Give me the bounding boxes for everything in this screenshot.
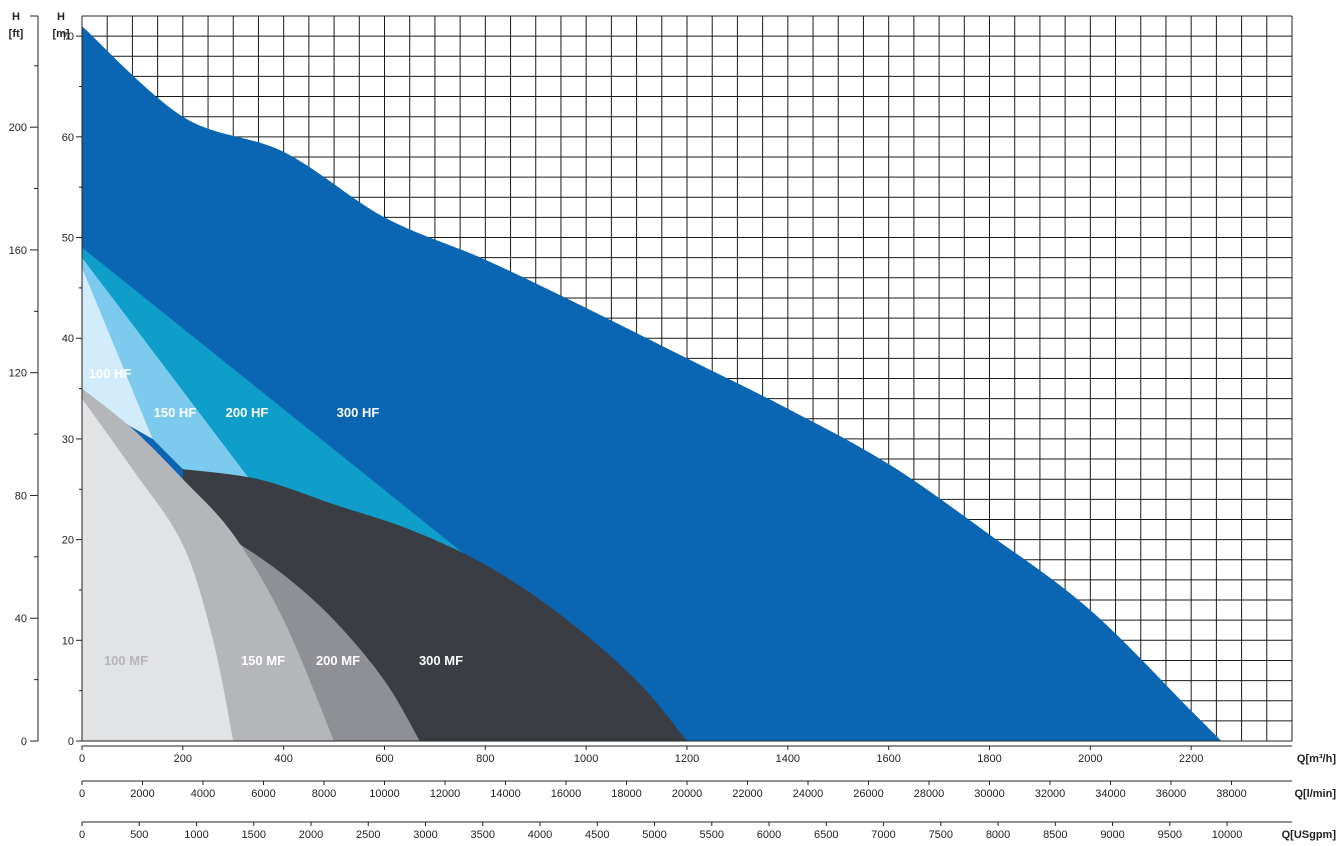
bottom-tick-label: 8000 [312,788,336,800]
bottom-axis-label: Q[m³/h] [1297,753,1336,765]
bottom-tick-label: 1500 [242,829,266,841]
m-tick-label: 30 [62,434,74,446]
m-axis-title: H [57,11,65,23]
bottom-tick-label: 16000 [551,788,582,800]
region-label: 150 MF [241,653,285,668]
performance-regions [82,26,1222,742]
bottom-tick-label: 1200 [675,753,699,765]
m-tick-label: 10 [62,635,74,647]
bottom-tick-label: 500 [130,829,148,841]
bottom-tick-label: 7500 [929,829,953,841]
bottom-tick-label: 1000 [184,829,208,841]
axes: H [ft] 0 40 80 120 160 200 H [m] 0 10 20 30 40 50 60 70 0 2… [9,11,1337,841]
ft-axis-title: H [12,11,20,23]
ft-axis-unit: [ft] [9,28,24,40]
bottom-tick-label: 8500 [1043,829,1067,841]
bottom-tick-label: 6000 [251,788,275,800]
bottom-tick-label: 5500 [700,829,724,841]
ft-tick-label: 160 [9,245,27,257]
bottom-tick-label: 3000 [413,829,437,841]
region-200-hf [82,247,466,555]
m-tick-label: 40 [62,333,74,345]
bottom-tick-label: 38000 [1216,788,1247,800]
bottom-tick-label: 1600 [876,753,900,765]
bottom-tick-label: 9000 [1100,829,1124,841]
region-100-hf [82,267,153,439]
ft-tick-label: 80 [15,490,27,502]
bottom-axis-label: Q[l/min] [1294,788,1336,800]
bottom-tick-label: 400 [274,753,292,765]
bottom-axis-label: Q[USgpm] [1282,829,1337,841]
bottom-tick-label: 14000 [490,788,521,800]
bottom-tick-label: 0 [79,829,85,841]
bottom-tick-label: 800 [476,753,494,765]
region-labels: 300 HF 200 HF 150 HF 100 HF 300 MF 200 MF 150 … [89,366,463,668]
bottom-tick-label: 32000 [1035,788,1066,800]
bottom-tick-label: 26000 [853,788,884,800]
ft-tick-label: 200 [9,122,27,134]
bottom-tick-label: 28000 [914,788,945,800]
ft-tick-label: 120 [9,368,27,380]
bottom-tick-label: 7000 [871,829,895,841]
bottom-tick-label: 4000 [528,829,552,841]
bottom-tick-label: 22000 [732,788,763,800]
m-tick-label: 70 [62,31,74,43]
bottom-tick-label: 5000 [642,829,666,841]
region-label: 200 MF [316,653,360,668]
m-axis-unit: [m] [52,28,69,40]
bottom-tick-label: 2000 [130,788,154,800]
bottom-tick-label: 2000 [1078,753,1102,765]
ft-tick-label: 40 [15,613,27,625]
bottom-tick-label: 12000 [430,788,461,800]
region-150-hf [82,257,254,485]
bottom-tick-label: 34000 [1095,788,1126,800]
bottom-tick-label: 2200 [1179,753,1203,765]
bottom-tick-label: 2500 [356,829,380,841]
bottom-tick-label: 6500 [814,829,838,841]
m-tick-label: 20 [62,535,74,547]
bottom-tick-label: 3500 [471,829,495,841]
bottom-tick-label: 4000 [191,788,215,800]
bottom-tick-label: 4500 [585,829,609,841]
bottom-tick-label: 1800 [977,753,1001,765]
bottom-tick-label: 200 [174,753,192,765]
ft-tick-label: 0 [21,736,27,748]
bottom-tick-label: 0 [79,788,85,800]
m-tick-label: 50 [62,233,74,245]
bottom-tick-label: 6000 [757,829,781,841]
bottom-tick-label: 0 [79,753,85,765]
bottom-tick-label: 24000 [793,788,824,800]
region-label: 300 MF [419,653,463,668]
bottom-tick-label: 9500 [1158,829,1182,841]
region-100-mf [82,398,234,741]
bottom-tick-label: 10000 [1212,829,1243,841]
region-label: 150 HF [154,405,197,420]
bottom-tick-label: 18000 [611,788,642,800]
bottom-tick-label: 1400 [776,753,800,765]
bottom-tick-label: 8000 [986,829,1010,841]
bottom-tick-label: 30000 [974,788,1005,800]
bottom-tick-label: 20000 [672,788,703,800]
bottom-tick-label: 2000 [299,829,323,841]
region-label: 200 HF [226,405,269,420]
m-tick-label: 0 [68,736,74,748]
region-label: 100 HF [89,366,132,381]
bottom-tick-label: 1000 [574,753,598,765]
bottom-tick-label: 36000 [1156,788,1187,800]
bottom-tick-label: 10000 [369,788,400,800]
region-label: 300 HF [337,405,380,420]
bottom-tick-label: 600 [375,753,393,765]
region-label: 100 MF [104,653,148,668]
m-tick-label: 60 [62,132,74,144]
